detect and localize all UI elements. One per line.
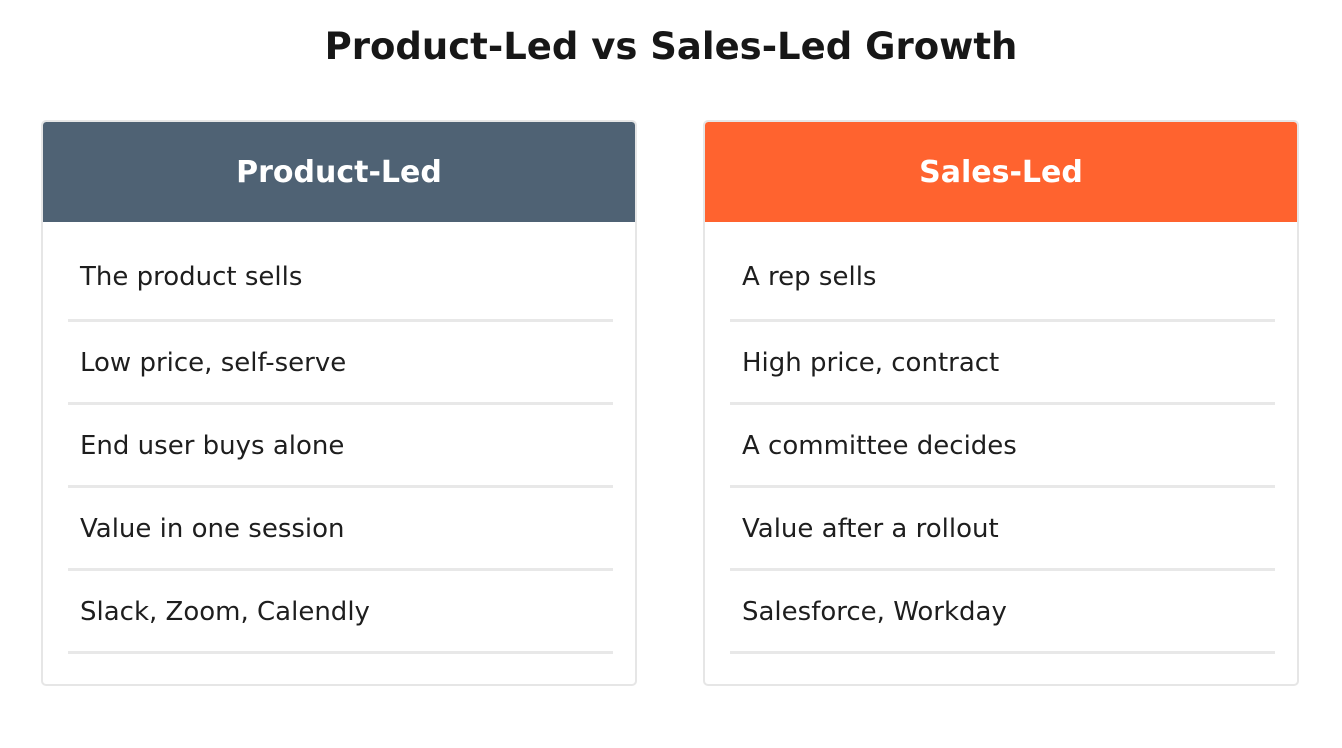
- sales-led-rows: A rep sells High price, contract A commi…: [730, 222, 1275, 654]
- list-item: Salesforce, Workday: [730, 571, 1275, 654]
- product-led-panel: Product-Led The product sells Low price,…: [41, 120, 637, 686]
- list-item: High price, contract: [730, 322, 1275, 405]
- sales-led-header: Sales-Led: [705, 122, 1297, 222]
- page-title: Product-Led vs Sales-Led Growth: [324, 25, 1018, 68]
- sales-led-panel: Sales-Led A rep sells High price, contra…: [703, 120, 1299, 686]
- list-item: A committee decides: [730, 405, 1275, 488]
- list-item: Value after a rollout: [730, 488, 1275, 571]
- list-item: Value in one session: [68, 488, 613, 571]
- list-item: End user buys alone: [68, 405, 613, 488]
- list-item: The product sells: [68, 222, 613, 322]
- list-item: Low price, self-serve: [68, 322, 613, 405]
- list-item: Slack, Zoom, Calendly: [68, 571, 613, 654]
- product-led-rows: The product sells Low price, self-serve …: [68, 222, 613, 654]
- product-led-header: Product-Led: [43, 122, 635, 222]
- list-item: A rep sells: [730, 222, 1275, 322]
